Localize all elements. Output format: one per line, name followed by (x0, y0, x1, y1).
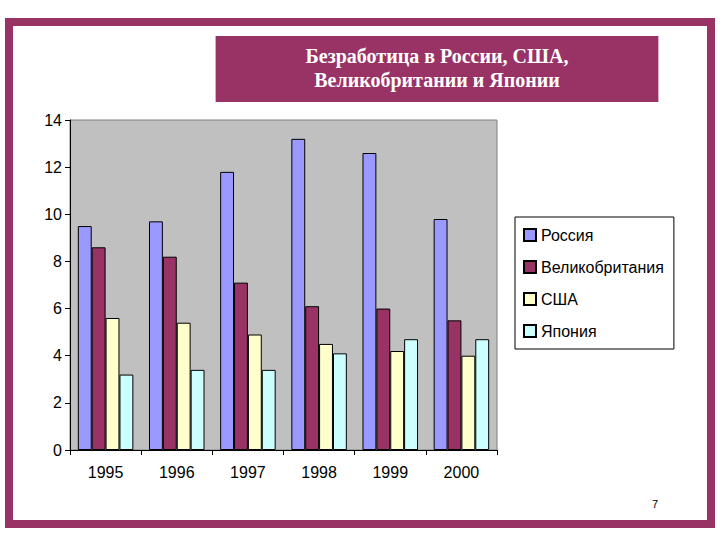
svg-text:США: США (541, 291, 578, 308)
svg-text:4: 4 (53, 347, 62, 364)
svg-text:Безработица в России, США,: Безработица в России, США, (306, 45, 569, 68)
svg-text:2: 2 (53, 394, 62, 411)
svg-text:Великобритании и Японии: Великобритании и Японии (314, 69, 560, 92)
svg-text:Япония: Япония (541, 323, 597, 340)
svg-text:7: 7 (652, 498, 658, 510)
svg-text:1997: 1997 (230, 464, 266, 481)
svg-text:2000: 2000 (444, 464, 480, 481)
svg-text:1996: 1996 (159, 464, 195, 481)
svg-text:12: 12 (44, 159, 62, 176)
svg-text:1995: 1995 (88, 464, 124, 481)
svg-text:Россия: Россия (541, 227, 593, 244)
svg-text:1998: 1998 (301, 464, 337, 481)
svg-text:10: 10 (44, 206, 62, 223)
svg-text:Великобритания: Великобритания (541, 259, 664, 276)
svg-text:1999: 1999 (372, 464, 408, 481)
svg-text:6: 6 (53, 300, 62, 317)
svg-text:0: 0 (53, 442, 62, 459)
svg-text:14: 14 (44, 112, 62, 129)
svg-text:8: 8 (53, 253, 62, 270)
